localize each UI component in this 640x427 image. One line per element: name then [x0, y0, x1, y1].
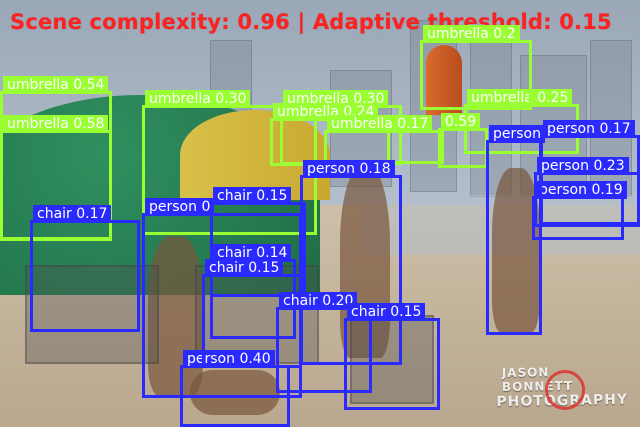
- umbrella-box-8: umbrella 0.2: [420, 25, 532, 110]
- chair-label-1: chair 0.17: [33, 205, 112, 223]
- chair-label-3: chair 0.14: [213, 244, 292, 262]
- umbrella-label-1: umbrella 0.54: [3, 76, 109, 94]
- person-label-5: person 0: [145, 198, 215, 216]
- umbrella-box-2: umbrella 0.58: [0, 115, 112, 240]
- chair-silhouette-1: [25, 265, 159, 364]
- chair-box-1: chair 0.17: [30, 205, 140, 332]
- chair-label-5: chair 0.20: [279, 292, 358, 310]
- umbrella-box-3: umbrella 0.30: [142, 90, 317, 235]
- lying-person-silhouette: [190, 370, 280, 415]
- umbrella-label-8: umbrella 0.2: [423, 25, 520, 43]
- chair-box-4: chair 0.15: [202, 259, 302, 368]
- umbrella-label-3: umbrella 0.30: [145, 90, 251, 108]
- overlay-title: Scene complexity: 0.96 | Adaptive thresh…: [10, 10, 612, 34]
- chair-box-6: chair 0.15: [344, 303, 440, 410]
- umbrella-label-9: 0.59: [441, 113, 481, 131]
- chair-box-2: chair 0.15: [210, 187, 306, 297]
- chair-box-5: chair 0.20: [276, 292, 372, 393]
- orange-umbrella: [426, 45, 462, 115]
- person-silhouette-center: [340, 168, 390, 358]
- person-label-6: person 0.40: [183, 350, 275, 368]
- chair-silhouette-3: [350, 315, 434, 404]
- person-label-4: person 0.18: [303, 160, 395, 178]
- umbrella-box-9: 0.59: [438, 113, 488, 168]
- chair-label-2: chair 0.15: [213, 187, 292, 205]
- person-label-7: person: [489, 125, 545, 143]
- umbrella-label-7: umbrella 0.25: [467, 89, 573, 107]
- person-silhouette-right: [492, 168, 540, 333]
- person-box-6: person 0.40: [180, 350, 290, 427]
- photographer-watermark: JASON BONNETT PHOTOGRAPHY: [496, 364, 628, 411]
- person-box-3: person 0.19: [532, 181, 627, 240]
- umbrella-box-6: umbrella 0.17: [324, 115, 444, 164]
- umbrella-label-6: umbrella 0.17: [327, 115, 433, 133]
- person-box-7: person: [486, 125, 545, 335]
- person-label-1: person 0.17: [543, 120, 635, 138]
- yellow-umbrella-slice: [180, 110, 330, 200]
- person-silhouette-left: [148, 236, 203, 396]
- person-box-2: person 0.23: [534, 157, 640, 227]
- chair-label-4: chair 0.15: [205, 259, 284, 277]
- person-label-3: person 0.19: [535, 181, 627, 199]
- chair-label-6: chair 0.15: [347, 303, 426, 321]
- umbrella-label-2: umbrella 0.58: [3, 115, 109, 133]
- person-label-2: person 0.23: [537, 157, 629, 175]
